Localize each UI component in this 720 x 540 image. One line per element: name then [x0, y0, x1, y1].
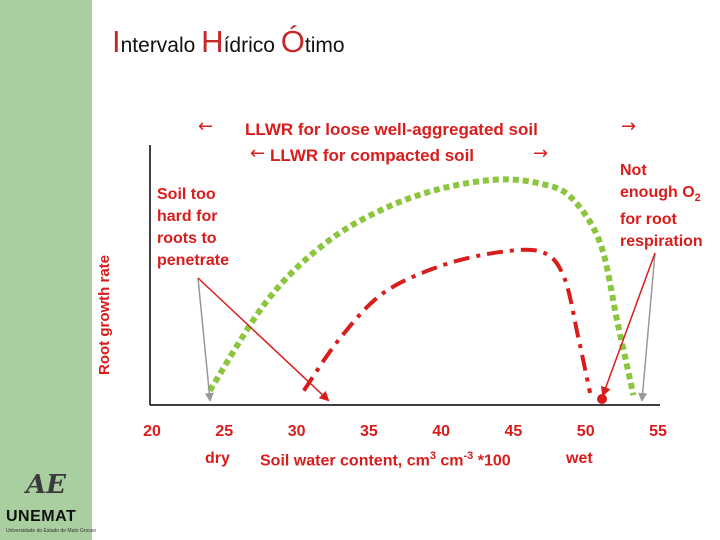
x-axis-label-main: Soil water content, cm — [260, 452, 430, 470]
pointer-too-hard-red — [197, 277, 330, 402]
y-axis-label: Root growth rate — [96, 255, 113, 375]
x-tick-label-50: 50 — [577, 423, 595, 440]
too-hard-line-4: penetrate — [157, 252, 230, 269]
title-part-2: ídrico — [223, 34, 281, 57]
series-compacted-soil-curve — [302, 247, 593, 394]
x-tick-label-35: 35 — [360, 423, 378, 440]
x-sub-label-dry: dry — [205, 450, 230, 467]
x-tick-label-30: 30 — [288, 423, 306, 440]
logo-mark: AE — [26, 470, 66, 500]
legend-compacted-left-arrow-icon: ← — [250, 143, 266, 164]
no-o2-line-1: Not — [620, 162, 647, 179]
logo-name: UNEMAT — [6, 508, 77, 525]
no-o2-line-4: respiration — [620, 233, 703, 251]
slide-title: Intervalo Hídrico Ótimo — [112, 24, 345, 60]
series-loose-soil-curve — [207, 176, 637, 396]
sidebar-panel — [0, 0, 92, 540]
x-tick-label-55: 55 — [649, 423, 667, 440]
title-initial-h: H — [201, 24, 224, 59]
no-o2-line-2-text: enough O — [620, 184, 695, 201]
x-axis-label-sup2: -3 — [463, 450, 474, 462]
x-axis-label-sup1: 3 — [429, 450, 436, 462]
title-part-1: ntervalo — [120, 34, 202, 57]
legend-loose-left-arrow-icon: ← — [198, 116, 214, 137]
title-initial-i: I — [112, 24, 121, 59]
legend-compacted-label: LLWR for compacted soil — [270, 146, 474, 165]
x-axis-label: Soil water content, cm3 cm-3 *100 — [260, 450, 511, 470]
no-o2-line-2: enough O2 — [620, 182, 703, 209]
pointer-no-o2-red — [601, 252, 656, 397]
x-tick-label-20: 20 — [143, 423, 161, 440]
legend-compacted-right-arrow-icon: → — [533, 143, 549, 164]
logo-subtitle: Universidade do Estado de Mato Grosso — [6, 528, 97, 534]
x-sub-label-wet: wet — [566, 450, 593, 467]
x-tick-label-25: 25 — [215, 423, 233, 440]
no-o2-subscript: 2 — [694, 192, 701, 205]
annotation-too-hard: Soil too hard for roots to penetrate — [157, 184, 229, 272]
annotation-no-o2: Not enough O2 for root respiration — [620, 160, 703, 253]
x-tick-labels: 20 25 30 35 40 45 50 55 — [143, 423, 667, 440]
too-hard-line-3: roots to — [157, 230, 217, 247]
unemat-logo: AE UNEMAT Universidade do Estado de Mato… — [4, 470, 96, 536]
no-o2-line-3: for root — [620, 211, 677, 229]
title-initial-o: Ó — [280, 24, 305, 59]
red-curve-end-dot — [597, 394, 607, 404]
legend-loose-right-arrow-icon: → — [621, 116, 637, 137]
pointer-too-hard-grey — [197, 277, 214, 402]
legend-loose-label: LLWR for loose well-aggregated soil — [245, 120, 538, 139]
x-tick-label-40: 40 — [432, 423, 450, 440]
too-hard-line-1: Soil too — [157, 186, 216, 203]
title-part-3: timo — [304, 34, 345, 57]
x-axis-label-end: *100 — [473, 452, 511, 470]
x-tick-label-45: 45 — [505, 423, 523, 440]
x-axis-label-mid: cm — [435, 452, 464, 470]
pointer-no-o2-grey — [638, 252, 656, 402]
too-hard-line-2: hard for — [157, 208, 218, 225]
